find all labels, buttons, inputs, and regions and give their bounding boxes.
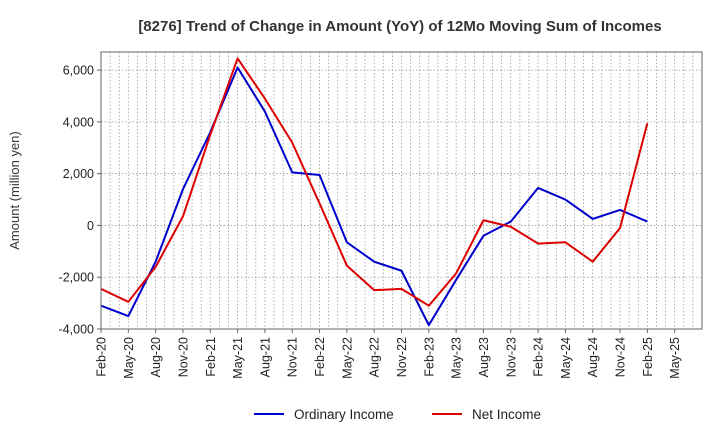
x-tick-label: Feb-20 bbox=[95, 337, 109, 377]
x-tick-label: Nov-22 bbox=[395, 337, 409, 377]
x-tick-label: Aug-21 bbox=[258, 337, 272, 377]
x-tick-label: May-24 bbox=[559, 337, 573, 379]
x-tick-label: Nov-24 bbox=[614, 337, 628, 377]
x-tick-label: May-20 bbox=[122, 337, 136, 379]
y-tick-label: -4,000 bbox=[59, 323, 94, 337]
x-axis-ticks: Feb-20 May-20 Aug-20 Nov-20 Feb-21 May-21 Aug-… bbox=[95, 329, 682, 379]
x-tick-label: May-22 bbox=[340, 337, 354, 379]
y-tick-label: 0 bbox=[87, 219, 94, 233]
x-tick-label: Feb-23 bbox=[422, 337, 436, 377]
x-tick-label: Feb-24 bbox=[532, 337, 546, 377]
x-tick-label: May-21 bbox=[231, 337, 245, 379]
x-tick-label: Feb-25 bbox=[641, 337, 655, 377]
x-tick-label: Nov-23 bbox=[504, 337, 518, 377]
x-tick-label: Aug-20 bbox=[149, 337, 163, 377]
x-tick-label: Aug-24 bbox=[586, 337, 600, 377]
plot-frame bbox=[100, 51, 703, 330]
x-tick-label: May-25 bbox=[668, 337, 682, 379]
x-tick-label: Nov-20 bbox=[176, 337, 190, 377]
y-tick-label: -2,000 bbox=[59, 271, 94, 285]
series-lines bbox=[100, 57, 649, 327]
series-line-net-income bbox=[100, 57, 649, 307]
chart-title: [8276] Trend of Change in Amount (YoY) o… bbox=[138, 18, 661, 35]
y-axis-label: Amount (million yen) bbox=[7, 131, 22, 250]
x-tick-label: Feb-21 bbox=[204, 337, 218, 377]
grid-lines bbox=[101, 52, 702, 330]
series-line-ordinary-income bbox=[100, 66, 648, 327]
y-axis-ticks: -4,000 -2,000 0 2,000 4,000 6,000 bbox=[59, 64, 101, 337]
x-tick-label: Aug-23 bbox=[477, 337, 491, 377]
legend-label: Net Income bbox=[472, 407, 541, 422]
x-tick-label: Feb-22 bbox=[313, 337, 327, 377]
x-tick-label: Aug-22 bbox=[368, 337, 382, 377]
y-tick-label: 4,000 bbox=[63, 115, 94, 129]
y-tick-label: 2,000 bbox=[63, 167, 94, 181]
legend: Ordinary Income Net Income bbox=[254, 407, 541, 422]
y-tick-label: 6,000 bbox=[63, 64, 94, 78]
x-tick-label: Nov-21 bbox=[286, 337, 300, 377]
x-tick-label: May-23 bbox=[450, 337, 464, 379]
legend-label: Ordinary Income bbox=[294, 407, 394, 422]
